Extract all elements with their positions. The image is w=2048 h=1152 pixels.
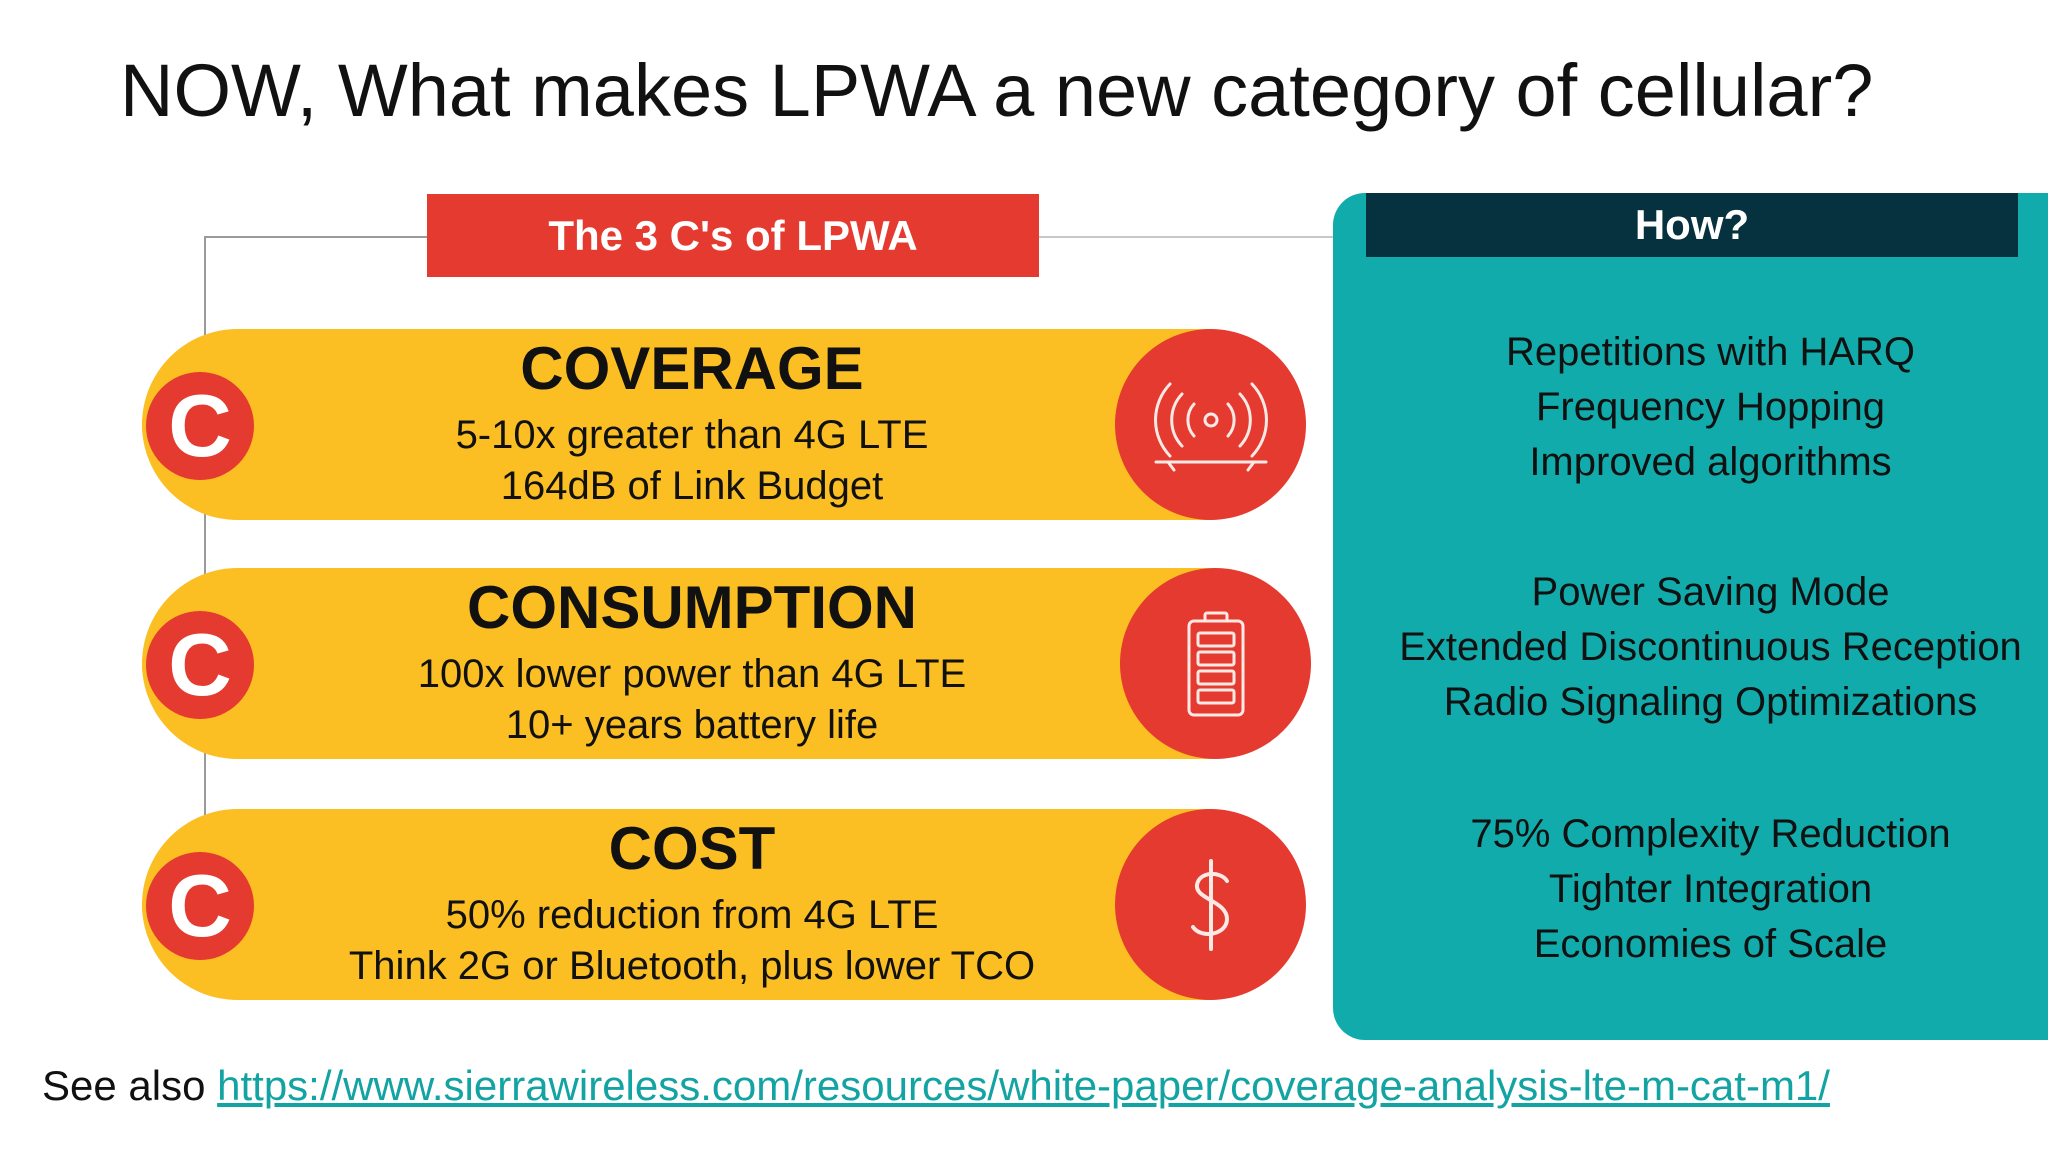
how-line: Tighter Integration <box>1548 867 1873 911</box>
coverage-pill: C COVERAGE 5-10x greater than 4G LTE 164… <box>142 329 1306 520</box>
how-line: Frequency Hopping <box>1535 385 1886 429</box>
pill-line: 164dB of Link Budget <box>500 464 884 508</box>
whitepaper-link[interactable]: https://www.sierrawireless.com/resources… <box>217 1062 1830 1109</box>
how-line: Improved algorithms <box>1529 440 1892 484</box>
how-line: 75% Complexity Reduction <box>1470 812 1951 856</box>
see-also-prefix: See also <box>42 1062 218 1109</box>
c-badge: C <box>142 848 258 964</box>
coverage-text: COVERAGE 5-10x greater than 4G LTE 164dB… <box>342 329 1042 520</box>
slide-title: NOW, What makes LPWA a new category of c… <box>120 49 1874 132</box>
how-panel <box>1333 193 2048 1040</box>
pill-line: 5-10x greater than 4G LTE <box>455 412 929 457</box>
how-line: Repetitions with HARQ <box>1505 330 1916 374</box>
pill-line: 50% reduction from 4G LTE <box>445 892 939 937</box>
antenna-signal-icon <box>1115 329 1306 520</box>
how-line: Power Saving Mode <box>1531 570 1890 614</box>
how-line: Economies of Scale <box>1533 922 1888 966</box>
pill-line: 100x lower power than 4G LTE <box>417 651 967 696</box>
bracket-connector-top <box>204 236 427 238</box>
dollar-icon <box>1115 809 1306 1000</box>
pill-line: Think 2G or Bluetooth, plus lower TCO <box>348 944 1036 988</box>
c-badge: C <box>142 607 258 723</box>
three-cs-banner: The 3 C's of LPWA <box>427 194 1039 277</box>
bracket-connector-vertical <box>204 236 206 836</box>
how-group-coverage: Repetitions with HARQ Frequency Hopping … <box>1373 325 2048 490</box>
c-badge: C <box>142 368 258 484</box>
banner-to-how-connector <box>1039 236 1339 238</box>
see-also-line: See also https://www.sierrawireless.com/… <box>42 1062 1830 1110</box>
how-line: Radio Signaling Optimizations <box>1443 680 1978 724</box>
consumption-pill: C CONSUMPTION 100x lower power than 4G L… <box>142 568 1311 759</box>
how-line: Extended Discontinuous Reception <box>1399 625 2022 669</box>
how-header: How? <box>1366 193 2018 257</box>
consumption-text: CONSUMPTION 100x lower power than 4G LTE… <box>342 568 1042 759</box>
how-group-cost: 75% Complexity Reduction Tighter Integra… <box>1373 807 2048 972</box>
pill-line: 10+ years battery life <box>505 703 879 747</box>
pill-heading: COST <box>608 814 776 882</box>
battery-icon <box>1120 568 1311 759</box>
pill-heading: COVERAGE <box>520 334 864 402</box>
pill-heading: CONSUMPTION <box>467 573 917 641</box>
cost-text: COST 50% reduction from 4G LTE Think 2G … <box>342 809 1042 1000</box>
cost-pill: C COST 50% reduction from 4G LTE Think 2… <box>142 809 1306 1000</box>
how-group-consumption: Power Saving Mode Extended Discontinuous… <box>1373 565 2048 730</box>
